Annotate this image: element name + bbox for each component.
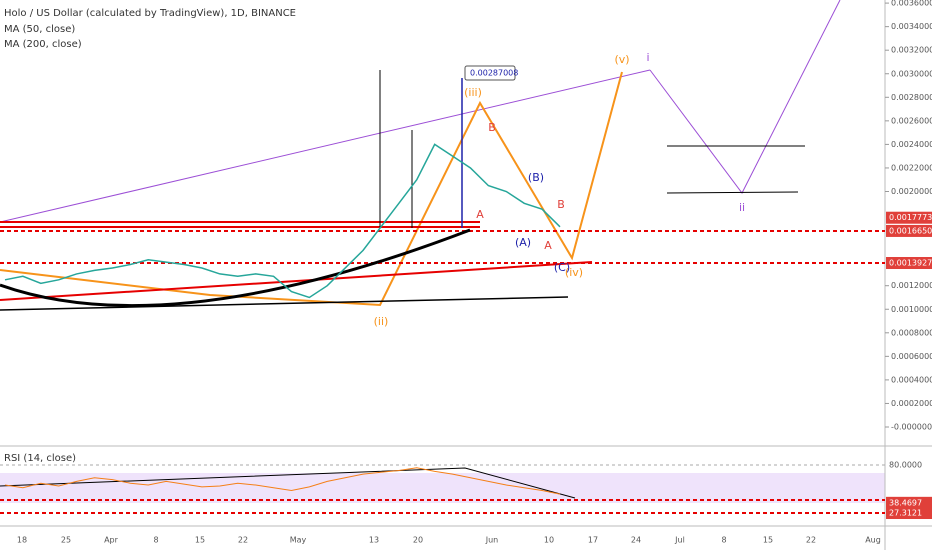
level-line [666, 191, 799, 194]
wave-label: A [544, 239, 552, 252]
wave-label: B [557, 198, 565, 211]
date-label: 15 [763, 536, 773, 545]
ma50-label: MA (50, close) [4, 24, 75, 35]
wave-label: (iv) [565, 266, 583, 279]
price-badge [886, 224, 932, 237]
price-badge-label: 0.00177739 [889, 213, 932, 222]
date-label: Aug [865, 536, 881, 545]
wave-label: (A) [515, 236, 531, 249]
date-label: 24 [631, 536, 641, 545]
date-label: 15 [195, 536, 205, 545]
ma200-label: MA (200, close) [4, 39, 82, 50]
rsi-badge-label: 80.0000 [889, 461, 922, 470]
wave-label: (B) [528, 171, 544, 184]
price-label: 0.00020000 [891, 399, 932, 408]
rsi-badge [886, 496, 932, 509]
wave-label: (ii) [374, 315, 389, 328]
price-line [4, 143, 561, 299]
date-label: Jul [674, 536, 685, 545]
price-badge-label: 0.00166505 [889, 226, 932, 235]
date-label: Jun [485, 536, 499, 545]
rsi-label: RSI (14, close) [4, 453, 76, 464]
wave-label: (C) [554, 261, 570, 274]
price-badge [886, 257, 932, 270]
rsi-trend [0, 467, 576, 499]
black-curve [0, 228, 471, 308]
elliott-wave [0, 71, 623, 307]
rsi-line [4, 467, 561, 495]
date-label: May [290, 536, 307, 545]
price-label: -0.00000000 [891, 423, 932, 432]
price-badge [886, 211, 932, 224]
rsi-badge [886, 507, 932, 519]
black-line [0, 296, 569, 311]
rsi-badge-label: 38.4697 [889, 498, 922, 507]
price-badge-label: 0.00139271 [889, 259, 932, 268]
trend-line [0, 69, 651, 223]
date-label: 25 [61, 536, 71, 545]
price-tooltip-label: 0.00287008 [470, 69, 518, 78]
date-label: 22 [806, 536, 816, 545]
wave-label: A [476, 208, 484, 221]
rsi-band [0, 473, 885, 503]
date-label: 18 [17, 536, 27, 545]
date-label: 13 [369, 536, 379, 545]
wave-label: B [488, 121, 496, 134]
date-label: 20 [413, 536, 423, 545]
title: Holo / US Dollar (calculated by TradingV… [4, 8, 296, 19]
rsi-badge-label: 27.3121 [889, 509, 922, 518]
wave-label: ii [739, 201, 745, 214]
date-label: 17 [588, 536, 598, 545]
wave-label: (iii) [464, 86, 482, 99]
wave-line [649, 0, 841, 194]
price-tooltip [464, 65, 516, 81]
annotations [0, 0, 885, 514]
wave-label: i [646, 51, 649, 64]
date-label: 8 [721, 536, 726, 545]
red-trend [0, 261, 593, 301]
date-label: 8 [153, 536, 158, 545]
date-label: 10 [544, 536, 554, 545]
wave-label: (v) [614, 53, 629, 66]
date-label: 22 [238, 536, 248, 545]
date-label: Apr [104, 536, 119, 545]
